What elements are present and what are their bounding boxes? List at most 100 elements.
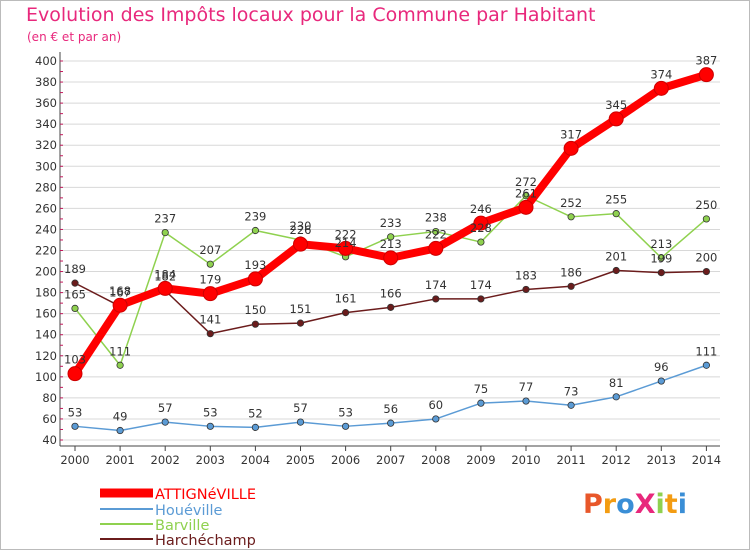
data-point [383,250,399,266]
data-label: 57 [293,401,308,415]
x-tick-label: 2011 [556,453,585,467]
data-point [387,303,395,311]
y-tick-label: 200 [35,265,57,279]
data-label: 81 [609,376,624,390]
data-point [477,399,485,407]
data-point [612,393,620,401]
legend-label: Houéville [155,503,223,519]
data-point [522,285,530,294]
y-tick-label: 120 [35,349,57,363]
data-label: 52 [248,406,263,420]
logo-letter: i [655,489,665,520]
data-label: 151 [290,302,312,316]
x-tick-label: 2008 [421,453,450,467]
data-point [432,295,440,303]
x-tick-label: 2002 [151,453,180,467]
data-label: 374 [650,67,672,81]
data-label: 317 [560,127,582,141]
data-label: 75 [474,382,489,396]
data-label: 57 [158,401,173,415]
data-point [251,423,259,431]
data-label: 201 [605,250,627,264]
data-point [698,67,714,83]
data-label: 193 [244,258,266,272]
data-label: 179 [199,273,221,287]
data-label: 222 [425,227,447,241]
data-point [341,309,350,317]
data-point [702,361,711,369]
data-label: 103 [64,353,86,367]
data-label: 238 [425,211,447,225]
data-label: 214 [335,236,357,250]
x-tick-label: 2006 [331,453,360,467]
logo-letter: t [664,489,678,520]
data-label: 111 [109,344,131,358]
y-tick-label: 320 [35,138,57,152]
logo-letter: o [616,489,635,520]
data-label: 255 [605,193,627,207]
proxiti-logo: ProXiti [583,489,687,520]
legend-label: Harchéchamp [155,533,256,549]
x-tick-label: 2012 [602,453,631,467]
data-point [653,80,669,96]
x-tick-label: 2013 [647,453,676,467]
data-point [116,361,124,369]
data-point [387,419,395,427]
y-tick-label: 180 [35,286,57,300]
logo-letter: P [583,489,603,520]
data-point [432,415,440,423]
data-point [477,238,485,246]
y-tick-label: 140 [35,328,57,342]
data-point [518,199,534,215]
data-point [116,426,124,435]
data-label: 174 [425,278,447,292]
data-point [522,192,530,200]
data-label: 150 [244,303,266,317]
data-label: 168 [109,284,131,298]
data-label: 387 [695,54,717,68]
data-point [432,227,440,236]
data-point [71,422,79,430]
data-point [161,418,169,426]
data-label: 53 [203,405,218,419]
chart-title: Evolution des Impôts locaux pour la Comm… [26,4,596,26]
data-point [612,266,620,275]
x-tick-label: 2007 [376,453,405,467]
data-label: 53 [338,405,353,419]
data-label: 230 [290,219,312,233]
y-tick-label: 40 [42,433,57,447]
y-tick-label: 380 [35,75,57,89]
data-point [473,215,489,231]
y-tick-label: 220 [35,244,57,258]
data-point [296,319,305,327]
data-label: 250 [695,198,717,212]
data-point [702,267,711,276]
data-point [71,304,79,313]
data-label: 186 [560,265,582,279]
data-point [67,366,83,382]
data-point [157,280,173,296]
data-point [428,240,444,256]
x-tick-label: 2003 [196,453,225,467]
data-label: 228 [470,221,492,235]
data-label: 272 [515,175,537,189]
legend-label: Barville [155,518,209,534]
data-point [387,233,395,241]
data-label: 60 [428,398,443,412]
data-point [71,279,79,287]
data-label: 73 [564,384,579,398]
data-point [567,401,575,409]
data-point [657,254,665,262]
data-point [251,320,259,328]
data-label: 239 [244,209,266,223]
x-tick-label: 2014 [692,453,721,467]
y-tick-label: 240 [35,222,57,236]
data-point [612,210,620,218]
y-tick-label: 60 [42,412,57,426]
data-label: 174 [470,278,492,292]
y-tick-label: 100 [35,370,57,384]
data-label: 53 [68,405,83,419]
